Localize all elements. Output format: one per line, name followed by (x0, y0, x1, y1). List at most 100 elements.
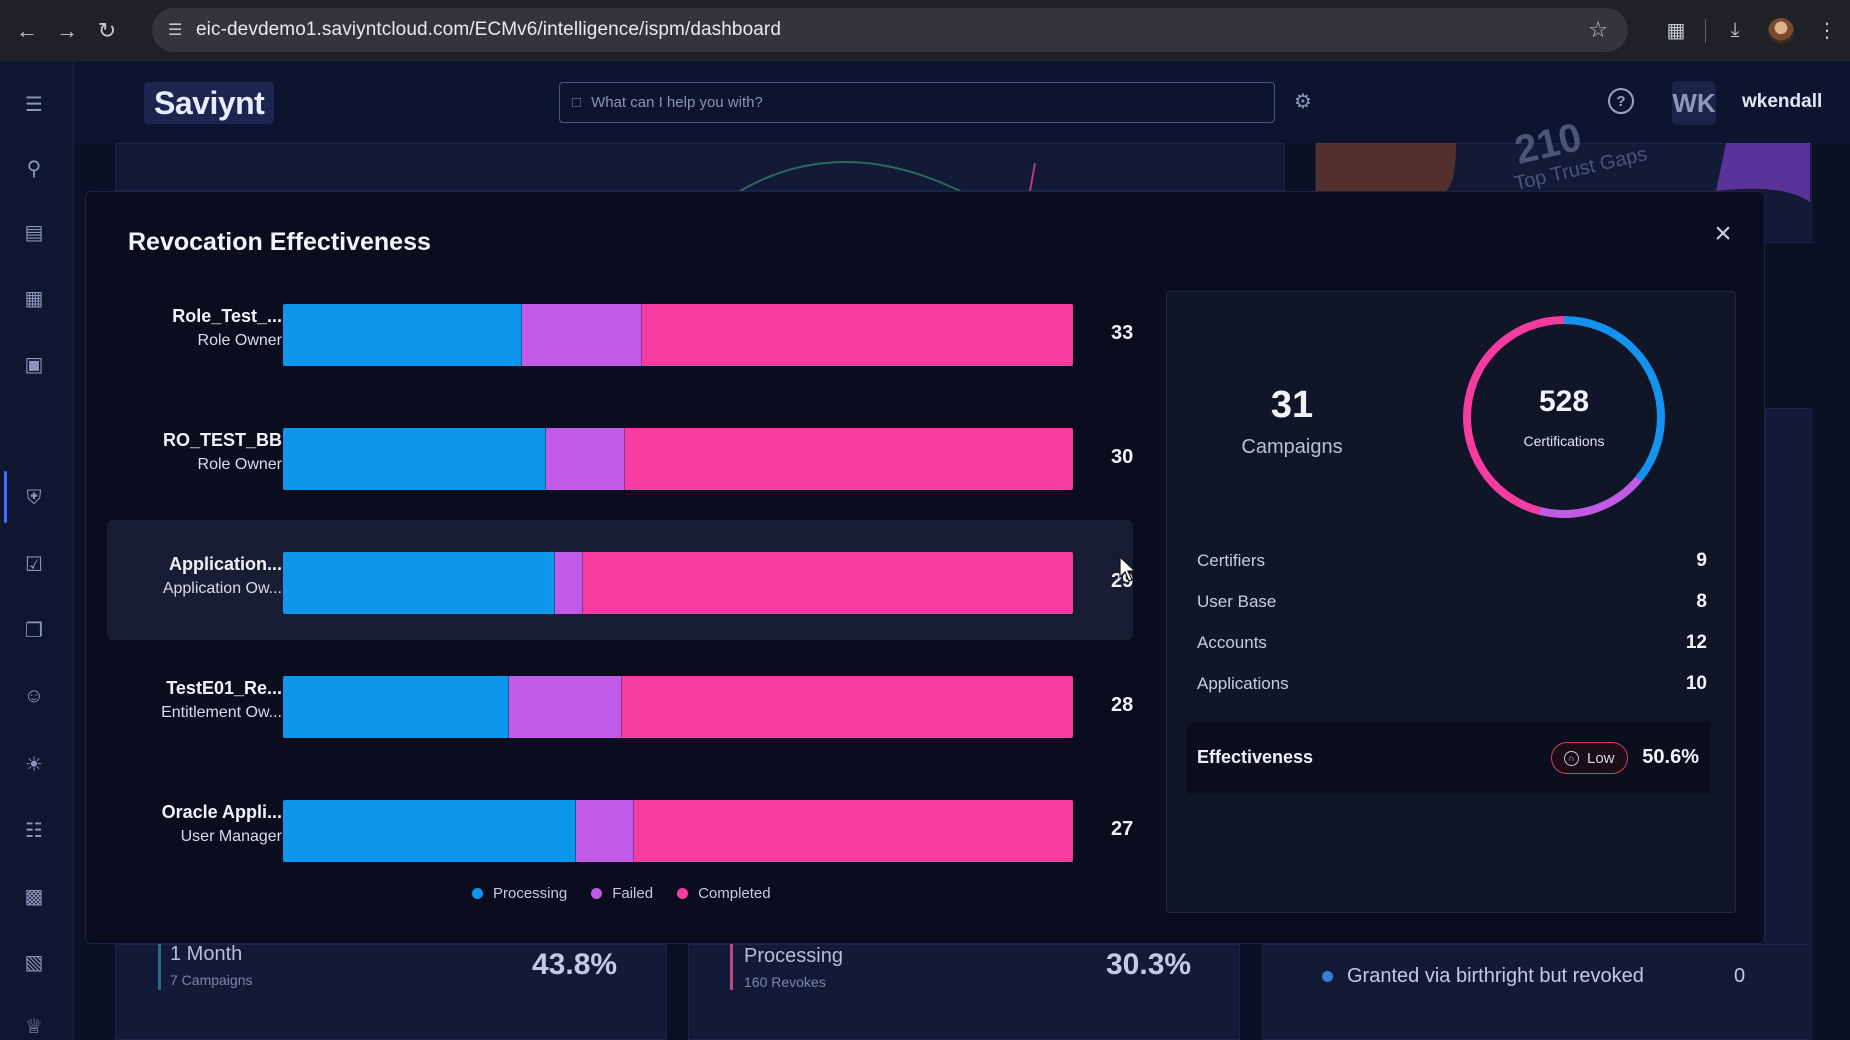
identity-card-icon[interactable]: ▣ (24, 353, 44, 376)
month-accent-bar (158, 944, 161, 990)
background-card-month (115, 944, 667, 1040)
bar-label: Role_Test_... Role Owner (107, 306, 282, 350)
legend-item-processing[interactable]: Processing (472, 885, 567, 902)
background-card-right (1765, 408, 1812, 948)
bar-segment-processing[interactable] (283, 552, 556, 614)
bookmark-star-icon[interactable]: ☆ (1588, 17, 1608, 42)
bar-category-label: Application... (168, 554, 282, 574)
bar-row[interactable]: TestE01_Re... Entitlement Ow... 28 (107, 644, 1133, 764)
search-icon[interactable]: ⚲ (26, 157, 42, 180)
bar-segment-completed[interactable] (582, 552, 1073, 614)
bar-segment-processing[interactable] (283, 428, 547, 490)
stacked-bar[interactable] (283, 428, 1073, 490)
background-gauge-arc (739, 161, 1036, 191)
stacked-bar[interactable] (283, 304, 1073, 366)
copy-icon[interactable]: ❐ (25, 619, 43, 642)
stat-value: 8 (1696, 591, 1707, 612)
profile-picture[interactable] (1768, 17, 1794, 44)
security-shield-icon[interactable]: ⛨ (26, 486, 42, 509)
bar-segment-failed[interactable] (508, 676, 622, 738)
assistant-search[interactable]: □ (559, 82, 1275, 123)
revocation-bar-chart: Role_Test_... Role Owner 33 RO_TEST_BB Role … (86, 272, 1146, 864)
extensions-icon[interactable]: ▦ (1666, 20, 1686, 42)
requests-icon[interactable]: ☷ (25, 819, 43, 842)
legend-item-completed[interactable]: Completed (677, 885, 771, 902)
bar-row[interactable]: Role_Test_... Role Owner 33 (107, 272, 1133, 392)
certification-icon[interactable]: ☑ (25, 553, 43, 576)
bar-segment-failed[interactable] (546, 428, 626, 490)
stacked-bar[interactable] (283, 552, 1073, 614)
bar-label: Application... Application Ow... (107, 554, 282, 598)
birthright-item: Granted via birthright but revoked (1322, 965, 1644, 988)
stacked-bar[interactable] (283, 800, 1073, 862)
legend-label-completed: Completed (698, 885, 771, 902)
bar-row[interactable]: Oracle Appli... User Manager 27 (107, 768, 1133, 864)
month-subtitle: 7 Campaigns (170, 972, 253, 988)
url-text[interactable]: eic-devdemo1.saviyntcloud.com/ECMv6/inte… (196, 19, 782, 40)
ai-settings-icon[interactable]: ⚙ (1294, 91, 1312, 113)
username[interactable]: wkendall (1742, 91, 1823, 112)
bar-owner-label: Entitlement Ow... (161, 704, 282, 721)
back-icon[interactable]: ← (16, 17, 38, 43)
legend-item-failed[interactable]: Failed (591, 885, 653, 902)
bar-row[interactable]: RO_TEST_BB Role Owner 30 (107, 396, 1133, 516)
legend-dot-processing (472, 888, 483, 899)
bar-segment-completed[interactable] (621, 676, 1073, 738)
certifications-label: Certifications (1523, 433, 1605, 449)
assistant-search-input[interactable] (591, 94, 1232, 111)
bar-segment-processing[interactable] (283, 676, 509, 738)
bar-category-label: RO_TEST_BB (162, 430, 282, 450)
stat-label: Applications (1197, 674, 1289, 693)
processing-subtitle: 160 Revokes (744, 974, 826, 990)
bar-segment-failed[interactable] (575, 800, 635, 862)
site-info-icon[interactable]: ☰ (168, 22, 183, 39)
analytics-icon[interactable]: ▤ (24, 221, 44, 244)
help-icon[interactable]: ? (1608, 88, 1634, 114)
dashboard-grid-icon[interactable]: ▦ (24, 287, 44, 310)
insight-bulb-icon[interactable]: ☀ (25, 753, 43, 776)
user-avatar[interactable]: WK (1672, 81, 1716, 125)
reports-icon[interactable]: ▧ (24, 951, 44, 974)
stat-certifiers: Certifiers 9 (1197, 548, 1707, 574)
processing-title: Processing (744, 945, 843, 967)
bar-segment-completed[interactable] (634, 800, 1073, 862)
month-title: 1 Month (170, 943, 243, 965)
profile-icon[interactable] (1758, 11, 1804, 51)
donut-segment-completed[interactable] (1463, 316, 1665, 518)
bar-segment-processing[interactable] (283, 304, 523, 366)
effectiveness-row: Effectiveness ∩ Low 50.6% (1187, 722, 1711, 794)
birthright-dot (1322, 971, 1333, 982)
menu-toggle-icon[interactable]: ☰ (25, 93, 43, 116)
stat-applications: Applications 10 (1197, 671, 1707, 697)
stat-label: Accounts (1197, 633, 1267, 652)
certifications-donut (1463, 316, 1665, 518)
effectiveness-badge: ∩ Low (1551, 742, 1628, 774)
active-indicator (4, 471, 7, 523)
stat-accounts: Accounts 12 (1197, 630, 1707, 656)
download-icon[interactable]: ⤓ (1730, 19, 1740, 41)
reload-icon[interactable]: ↻ (97, 17, 117, 43)
monitor-icon[interactable]: ▩ (24, 885, 44, 908)
saviynt-logo[interactable]: Saviynt (144, 82, 275, 124)
toolbar-divider (1705, 18, 1706, 43)
address-bar[interactable]: ☰ eic-devdemo1.saviyntcloud.com/ECMv6/in… (152, 8, 1628, 52)
menu-kebab-icon[interactable]: ⋮ (1817, 20, 1837, 42)
users-group-icon[interactable]: ☺ (23, 684, 45, 707)
close-icon[interactable]: × (1714, 217, 1732, 250)
stat-user-base: User Base 8 (1197, 589, 1707, 615)
stacked-bar[interactable] (283, 676, 1073, 738)
bar-segment-completed[interactable] (625, 428, 1073, 490)
bar-row[interactable]: Application... Application Ow... 29 (107, 520, 1133, 640)
bar-segment-failed[interactable] (555, 552, 583, 614)
bar-total-label: 30 (1111, 446, 1134, 468)
donut-segment-failed[interactable] (1463, 316, 1665, 518)
birthright-value: 0 (1734, 965, 1746, 987)
forward-icon[interactable]: → (56, 17, 78, 43)
bar-total-label: 27 (1111, 818, 1134, 840)
bar-segment-failed[interactable] (522, 304, 643, 366)
bar-segment-completed[interactable] (642, 304, 1073, 366)
admin-crown-icon[interactable]: ♕ (25, 1015, 43, 1038)
bar-category-label: Role_Test_... (172, 306, 282, 326)
bar-segment-processing[interactable] (283, 800, 576, 862)
processing-percent: 30.3% (1106, 948, 1192, 981)
